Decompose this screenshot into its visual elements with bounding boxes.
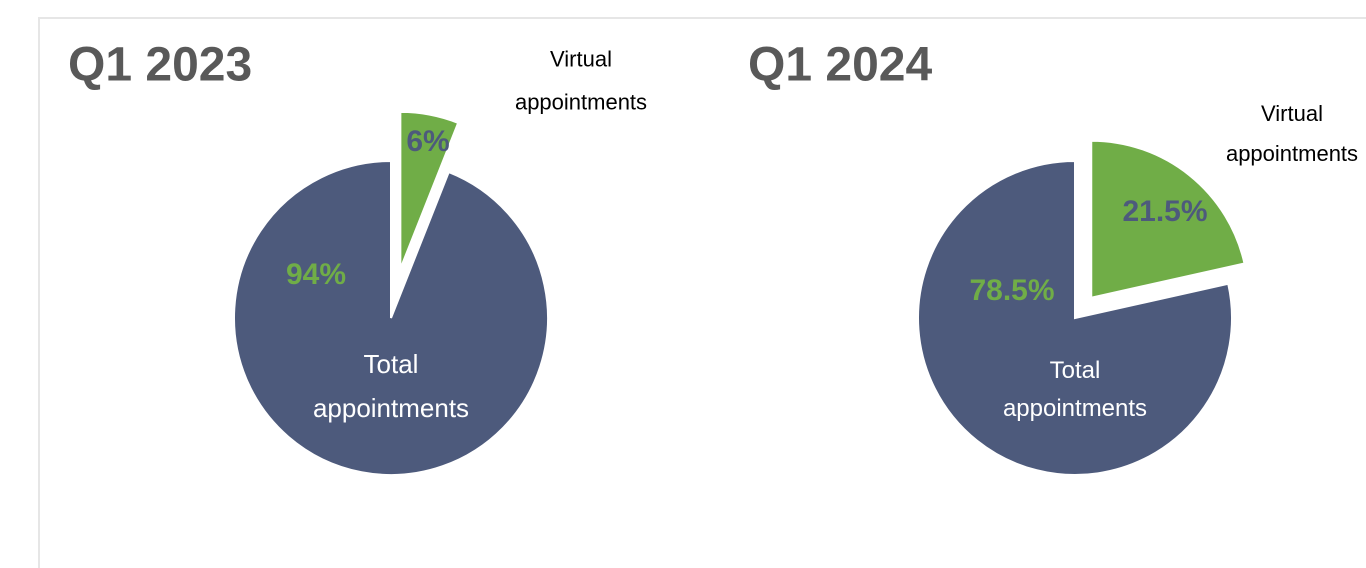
data-label: 6% <box>406 125 449 158</box>
data-label: 21.5% <box>1122 195 1207 228</box>
pie-slice <box>1090 139 1246 299</box>
pie-slice <box>917 159 1233 476</box>
category-label: Total appointments <box>1003 357 1147 422</box>
data-label: 94% <box>286 258 346 291</box>
chart-title: Q1 2024 <box>748 39 932 92</box>
pie-slice <box>399 110 460 270</box>
category-label: Total appointments <box>313 349 469 423</box>
pie-slice <box>233 159 550 476</box>
data-label: 78.5% <box>969 274 1054 307</box>
category-label: Virtual appointments <box>515 46 647 114</box>
category-label: Virtual appointments <box>1226 101 1358 166</box>
chart-title: Q1 2023 <box>68 39 252 92</box>
